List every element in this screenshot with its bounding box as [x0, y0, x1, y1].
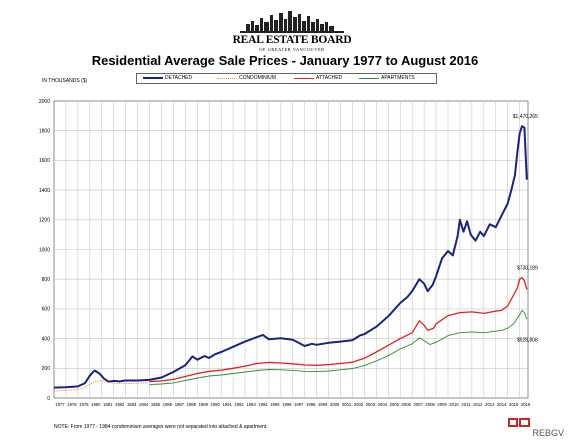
series-line-detached — [53, 125, 528, 389]
y-tick-label: 1800 — [39, 129, 50, 135]
x-tick-label: 2014 — [497, 402, 507, 407]
x-tick-label: 2003 — [366, 402, 376, 407]
x-tick-label: 1994 — [258, 402, 268, 407]
series-line-apartments — [149, 309, 528, 386]
y-tick-label: 2000 — [39, 99, 50, 105]
legend-label-attached: ATTACHED — [316, 75, 343, 81]
x-tick-label: 1986 — [163, 402, 173, 407]
x-tick-label: 2000 — [330, 402, 340, 407]
y-axis-units-label: IN THOUSANDS ($) — [42, 78, 88, 84]
skyline-logo-icon — [240, 11, 344, 33]
x-tick-label: 1992 — [234, 402, 244, 407]
x-tick-label: 2010 — [449, 402, 459, 407]
y-tick-label: 800 — [42, 277, 51, 283]
x-tick-label: 2004 — [378, 402, 388, 407]
x-tick-label: 1984 — [139, 402, 149, 407]
x-tick-label: 1981 — [103, 402, 113, 407]
legend-swatch-detached — [143, 77, 163, 79]
x-tick-label: 1985 — [151, 402, 161, 407]
legend-swatch-attached — [294, 78, 314, 79]
chart-title: Residential Average Sale Prices - Januar… — [91, 53, 479, 68]
annotation-detached: $1,470,265 — [513, 114, 538, 120]
rebgv-logo: REAL ESTATE BOARD OF GREATER VANCOUVER — [232, 10, 352, 52]
y-tick-label: 1600 — [39, 158, 50, 164]
legend-label-condominium: CONDOMINIUM — [239, 75, 276, 81]
logo-subtitle: OF GREATER VANCOUVER — [259, 47, 325, 52]
x-tick-label: 2008 — [425, 402, 435, 407]
y-tick-label: 1400 — [39, 188, 50, 194]
series-line-condominium — [53, 380, 149, 392]
x-tick-label: 2005 — [390, 402, 400, 407]
x-tick-label: 1996 — [282, 402, 292, 407]
y-tick-label: 1000 — [39, 247, 50, 253]
y-tick-label: 600 — [42, 307, 51, 313]
x-tick-label: 2002 — [354, 402, 364, 407]
logo-name: REAL ESTATE BOARD — [232, 34, 352, 46]
x-tick-label: 1982 — [115, 402, 125, 407]
x-tick-label: 2016 — [521, 402, 531, 407]
y-tick-label: 200 — [42, 366, 51, 372]
x-tick-label: 1983 — [127, 402, 137, 407]
chart-legend: DETACHED CONDOMINIUM ATTACHED APARTMENTS — [136, 73, 437, 84]
x-tick-label: 1987 — [175, 402, 185, 407]
x-tick-label: 2001 — [342, 402, 352, 407]
x-tick-label: 1990 — [211, 402, 221, 407]
x-tick-label: 1995 — [270, 402, 280, 407]
y-tick-label: 400 — [42, 336, 51, 342]
x-tick-label: 1998 — [306, 402, 316, 407]
annotation-apartments: $528,808 — [517, 338, 538, 344]
x-tick-label: 1988 — [187, 402, 197, 407]
legend-label-apartments: APARTMENTS — [381, 75, 415, 81]
x-tick-label: 1997 — [294, 402, 304, 407]
y-tick-label: 0 — [47, 396, 50, 402]
x-tick-label: 1989 — [199, 402, 209, 407]
x-tick-label: 1978 — [67, 402, 77, 407]
x-tick-label: 2007 — [413, 402, 423, 407]
x-tick-label: 2006 — [402, 402, 412, 407]
x-tick-label: 2013 — [485, 402, 495, 407]
x-tick-label: 2011 — [461, 402, 471, 407]
x-tick-label: 1980 — [91, 402, 101, 407]
x-tick-label: 1999 — [318, 402, 328, 407]
source-credit: REBGV — [532, 428, 564, 438]
annotation-attached: $730,189 — [517, 266, 538, 272]
legend-swatch-condominium — [217, 78, 237, 79]
series-line-attached — [149, 277, 528, 383]
legend-swatch-apartments — [359, 78, 379, 79]
x-tick-label: 1991 — [222, 402, 232, 407]
mls-badge-icon — [508, 418, 530, 427]
x-tick-label: 2012 — [473, 402, 483, 407]
x-tick-label: 1979 — [79, 402, 89, 407]
x-tick-label: 2015 — [509, 402, 519, 407]
legend-label-detached: DETACHED — [165, 75, 193, 81]
x-tick-label: 2009 — [437, 402, 447, 407]
y-tick-label: 1200 — [39, 218, 50, 224]
footnote: NOTE: From 1977 - 1984 condominium avera… — [54, 424, 268, 430]
x-tick-label: 1993 — [246, 402, 256, 407]
x-tick-label: 1977 — [55, 402, 65, 407]
